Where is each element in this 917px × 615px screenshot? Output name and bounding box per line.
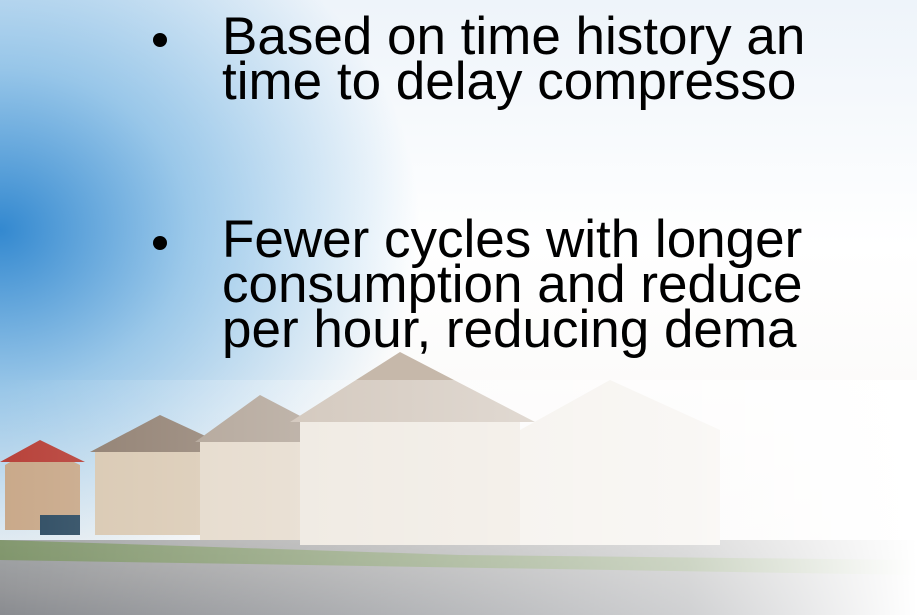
bullet-dot bbox=[153, 33, 167, 47]
bullet-text: per hour, reducing dema bbox=[222, 307, 797, 352]
slide: Based on time history an time to delay c… bbox=[0, 0, 917, 615]
bullet-text: time to delay compresso bbox=[222, 59, 796, 104]
bullet-dot bbox=[153, 236, 167, 250]
